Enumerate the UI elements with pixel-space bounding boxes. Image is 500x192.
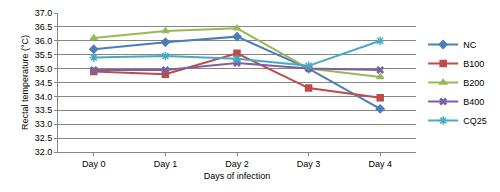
svg-text:35.5: 35.5: [35, 50, 53, 60]
svg-text:Rectal temperature (°C): Rectal temperature (°C): [20, 35, 30, 130]
svg-text:B100: B100: [463, 59, 484, 69]
svg-text:Days of infection: Days of infection: [204, 171, 271, 181]
svg-text:33.0: 33.0: [35, 119, 53, 129]
svg-text:37.0: 37.0: [35, 8, 53, 18]
svg-text:Day 0: Day 0: [82, 159, 106, 169]
svg-text:32.5: 32.5: [35, 133, 53, 143]
svg-text:36.0: 36.0: [35, 36, 53, 46]
svg-text:B400: B400: [463, 97, 484, 107]
svg-text:33.5: 33.5: [35, 105, 53, 115]
svg-text:Day 1: Day 1: [154, 159, 178, 169]
svg-text:CQ25: CQ25: [463, 116, 487, 126]
svg-text:36.5: 36.5: [35, 22, 53, 32]
svg-text:35.0: 35.0: [35, 64, 53, 74]
svg-text:32.0: 32.0: [35, 147, 53, 157]
svg-text:Day 2: Day 2: [225, 159, 249, 169]
svg-text:B200: B200: [463, 78, 484, 88]
svg-text:NC: NC: [463, 40, 476, 50]
svg-text:Day 3: Day 3: [297, 159, 321, 169]
svg-text:34.5: 34.5: [35, 78, 53, 88]
svg-text:34.0: 34.0: [35, 92, 53, 102]
svg-text:Day 4: Day 4: [368, 159, 392, 169]
